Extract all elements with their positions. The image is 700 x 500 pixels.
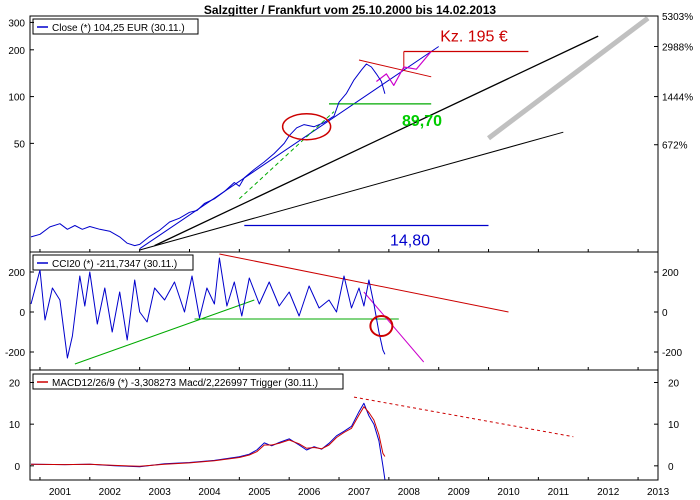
x-tick-label-2007: 2007 xyxy=(348,487,371,498)
macd-right-tick-label: 0 xyxy=(668,462,674,473)
cci-series-CCI20 xyxy=(30,257,386,359)
trendline-green-dashed xyxy=(238,111,335,200)
cci-left-tick-label: 0 xyxy=(19,308,25,319)
x-tick-label-2008: 2008 xyxy=(398,487,421,498)
cci-left-tick-label: -200 xyxy=(5,348,25,359)
price-legend: Close (*) 104,25 EUR (30.11.) xyxy=(32,18,199,35)
price-right-tick-label: 5303% xyxy=(662,12,693,23)
x-tick-label-2006: 2006 xyxy=(298,487,321,498)
macd-left-tick-label: 20 xyxy=(9,379,21,390)
price-right-tick-label: 2988% xyxy=(662,43,693,54)
trendline-long-term-black-1 xyxy=(154,35,599,247)
trendline-long-term-black-2 xyxy=(139,131,564,251)
x-tick-label-2003: 2003 xyxy=(149,487,172,498)
price-right-tick-label: 1444% xyxy=(662,93,693,104)
macd-left-tick-label: 0 xyxy=(14,462,20,473)
cci-left-tick-label: 200 xyxy=(8,268,25,279)
price-series-Close xyxy=(30,63,386,247)
level-label-89-70: 89,70 xyxy=(402,113,442,130)
cci-legend: CCI20 (*) -211,7347 (30.11.) xyxy=(32,254,194,271)
chart-title: Salzgitter / Frankfurt vom 25.10.2000 bi… xyxy=(204,3,496,17)
chart-labels: 2001 2002 2003 2004 2005 2006 2007 2008 2009 2010… xyxy=(5,12,693,498)
cci-right-tick-label: 200 xyxy=(662,268,679,279)
x-tick-label-2012: 2012 xyxy=(597,487,620,498)
x-tick-label-2009: 2009 xyxy=(448,487,471,498)
macd-legend-text: MACD12/26/9 (*) -3,308273 Macd/2,226997 … xyxy=(52,378,318,389)
macd-left-tick-label: 10 xyxy=(9,420,21,431)
x-tick-label-2013: 2013 xyxy=(647,487,670,498)
price-left-tick-label: 50 xyxy=(14,139,26,150)
level-label-14-80: 14,80 xyxy=(390,233,430,250)
highlight-ellipse-2006 xyxy=(281,112,332,141)
x-tick-label-2011: 2011 xyxy=(548,487,570,498)
cci-highlight-circle xyxy=(369,315,394,337)
cci-right-tick-label: 0 xyxy=(662,308,668,319)
level-label-195: Kz. 195 € xyxy=(440,29,508,46)
macd-legend: MACD12/26/9 (*) -3,308273 Macd/2,226997 … xyxy=(32,373,344,390)
x-tick-label-2004: 2004 xyxy=(198,487,221,498)
macd-trendline-macd-red-dashed xyxy=(353,396,574,438)
x-tick-label-2002: 2002 xyxy=(99,487,122,498)
chart-marks xyxy=(30,15,658,480)
price-left-tick-label: 200 xyxy=(8,46,25,57)
cci-trendline-cci-green-rising xyxy=(74,299,255,365)
trendline-red-downtrend xyxy=(358,59,432,78)
trendline-uptrend-blue xyxy=(139,46,439,250)
x-tick-label-2005: 2005 xyxy=(248,487,271,498)
price-right-tick-label: 672% xyxy=(662,141,688,152)
macd-panel-frame xyxy=(29,369,659,481)
projection-zigzag xyxy=(376,51,432,87)
x-tick-label-2001: 2001 xyxy=(49,487,72,498)
trendline-projection-grey xyxy=(486,16,650,141)
price-legend-text: Close (*) 104,25 EUR (30.11.) xyxy=(52,23,185,34)
x-tick-label-2010: 2010 xyxy=(497,487,520,498)
cci-trendline-cci-red-down xyxy=(219,253,509,313)
cci-legend-text: CCI20 (*) -211,7347 (30.11.) xyxy=(52,259,177,270)
macd-series-Trigger xyxy=(30,406,386,467)
macd-right-tick-label: 20 xyxy=(668,379,680,390)
price-left-tick-label: 100 xyxy=(8,93,25,104)
cci-right-tick-label: -200 xyxy=(662,348,682,359)
macd-right-tick-label: 10 xyxy=(668,420,680,431)
price-left-tick-label: 300 xyxy=(8,18,25,29)
